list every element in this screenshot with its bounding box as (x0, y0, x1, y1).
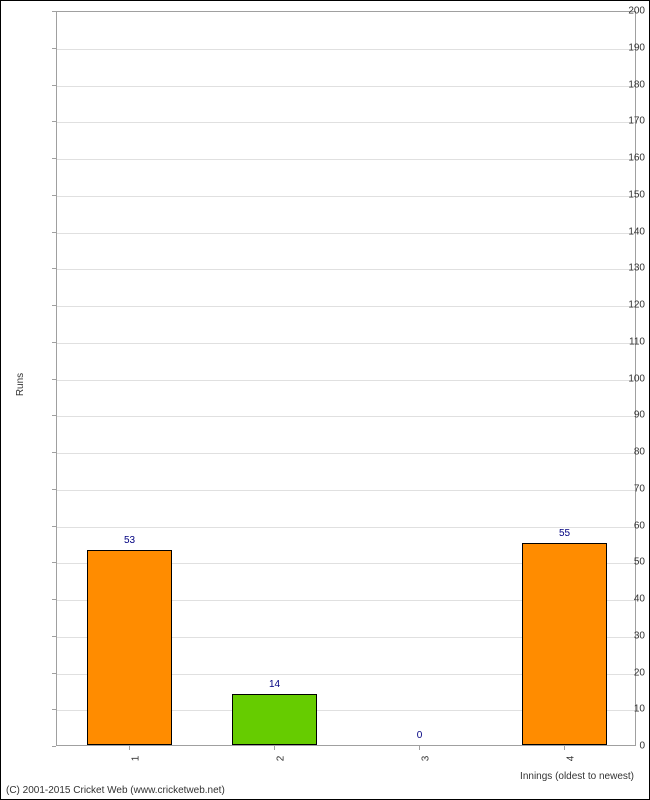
y-tick-label: 150 (596, 189, 649, 200)
y-tick-label: 120 (596, 300, 649, 311)
chart-container: 5314055 01020304050607080901001101201301… (0, 0, 650, 800)
y-tick-mark (52, 158, 56, 159)
x-tick-mark (274, 746, 275, 750)
y-tick-mark (52, 673, 56, 674)
y-tick-label: 60 (596, 520, 649, 531)
y-tick-label: 130 (596, 263, 649, 274)
y-tick-mark (52, 85, 56, 86)
x-tick-label: 2 (261, 756, 286, 762)
bar (522, 543, 606, 745)
y-axis-label: Runs (15, 372, 26, 395)
x-tick-label: 3 (406, 756, 431, 762)
bar-value-label: 14 (269, 679, 280, 690)
gridline (57, 416, 635, 417)
x-tick-mark (419, 746, 420, 750)
gridline (57, 86, 635, 87)
y-tick-label: 40 (596, 594, 649, 605)
x-tick-mark (564, 746, 565, 750)
plot-area: 53 14 0 55 (56, 11, 636, 746)
y-tick-mark (52, 305, 56, 306)
x-axis-label: Innings (oldest to newest) (520, 771, 634, 782)
gridline (57, 233, 635, 234)
y-tick-label: 100 (596, 373, 649, 384)
bar-value-label: 55 (559, 528, 570, 539)
y-tick-mark (52, 489, 56, 490)
y-tick-label: 10 (596, 704, 649, 715)
gridline (57, 306, 635, 307)
y-tick-mark (52, 452, 56, 453)
gridline (57, 380, 635, 381)
y-tick-mark (52, 746, 56, 747)
y-tick-mark (52, 709, 56, 710)
y-tick-label: 160 (596, 153, 649, 164)
y-tick-mark (52, 636, 56, 637)
y-tick-label: 110 (596, 336, 649, 347)
y-tick-mark (52, 121, 56, 122)
gridline (57, 159, 635, 160)
y-tick-mark (52, 48, 56, 49)
bar-value-label: 0 (417, 730, 423, 741)
x-tick-label: 4 (551, 756, 576, 762)
y-tick-mark (52, 268, 56, 269)
y-tick-mark (52, 379, 56, 380)
gridline (57, 527, 635, 528)
y-tick-mark (52, 11, 56, 12)
x-tick-label: 1 (116, 756, 141, 762)
y-tick-label: 90 (596, 410, 649, 421)
y-tick-mark (52, 195, 56, 196)
y-tick-mark (52, 415, 56, 416)
y-tick-label: 20 (596, 667, 649, 678)
y-tick-mark (52, 562, 56, 563)
gridline (57, 196, 635, 197)
gridline (57, 490, 635, 491)
y-tick-mark (52, 232, 56, 233)
y-tick-label: 30 (596, 630, 649, 641)
gridline (57, 269, 635, 270)
y-tick-label: 170 (596, 116, 649, 127)
y-tick-label: 180 (596, 79, 649, 90)
gridline (57, 453, 635, 454)
bar (87, 550, 171, 745)
x-tick-mark (129, 746, 130, 750)
y-tick-label: 190 (596, 42, 649, 53)
y-tick-mark (52, 526, 56, 527)
y-tick-label: 70 (596, 483, 649, 494)
gridline (57, 122, 635, 123)
y-tick-label: 140 (596, 226, 649, 237)
copyright-text: (C) 2001-2015 Cricket Web (www.cricketwe… (6, 785, 225, 796)
y-tick-label: 0 (596, 741, 649, 752)
y-tick-label: 200 (596, 6, 649, 17)
y-tick-mark (52, 342, 56, 343)
bar-value-label: 53 (124, 535, 135, 546)
gridline (57, 343, 635, 344)
gridline (57, 49, 635, 50)
y-tick-label: 50 (596, 557, 649, 568)
y-tick-label: 80 (596, 447, 649, 458)
y-tick-mark (52, 599, 56, 600)
bar (232, 694, 316, 745)
